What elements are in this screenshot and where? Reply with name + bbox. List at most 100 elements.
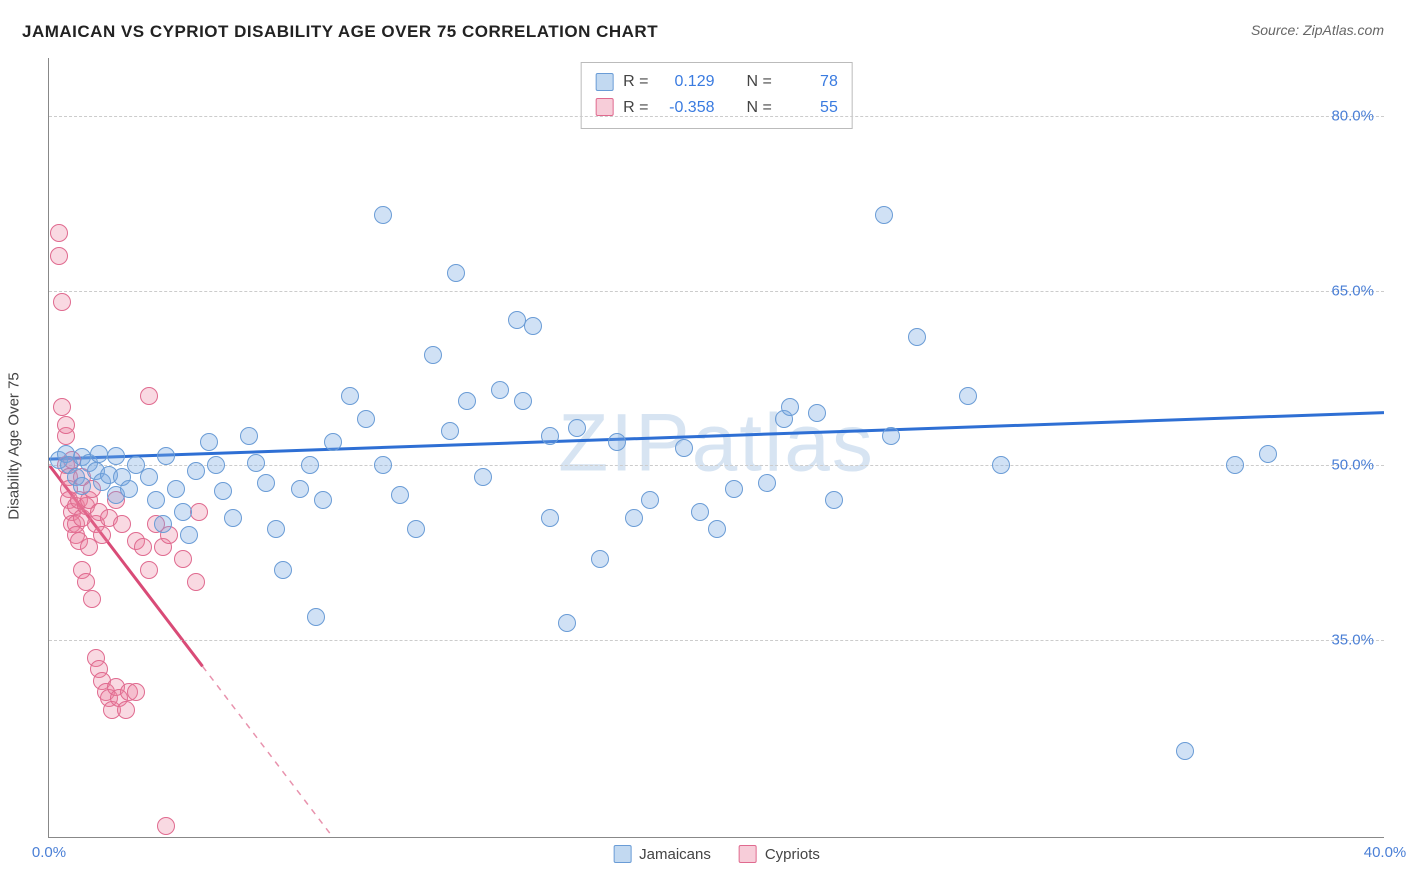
data-point-jamaicans: [591, 550, 609, 568]
data-point-jamaicans: [725, 480, 743, 498]
data-point-jamaicans: [959, 387, 977, 405]
data-point-jamaicans: [314, 491, 332, 509]
legend-label-jamaicans: Jamaicans: [639, 846, 711, 863]
data-point-jamaicans: [424, 346, 442, 364]
legend: Jamaicans Cypriots: [613, 845, 820, 863]
data-point-jamaicans: [1176, 742, 1194, 760]
chart-title: JAMAICAN VS CYPRIOT DISABILITY AGE OVER …: [22, 22, 658, 42]
data-point-jamaicans: [180, 526, 198, 544]
data-point-jamaicans: [808, 404, 826, 422]
r-value-jamaicans: 0.129: [659, 69, 715, 95]
data-point-cypriots: [93, 526, 111, 544]
data-point-cypriots: [83, 590, 101, 608]
data-point-jamaicans: [491, 381, 509, 399]
data-point-jamaicans: [187, 462, 205, 480]
n-label: N =: [747, 69, 772, 95]
x-tick-label: 40.0%: [1364, 844, 1406, 861]
n-value-jamaicans: 78: [782, 69, 838, 95]
data-point-jamaicans: [291, 480, 309, 498]
data-point-jamaicans: [407, 520, 425, 538]
data-point-jamaicans: [524, 317, 542, 335]
data-point-jamaicans: [758, 474, 776, 492]
data-point-jamaicans: [882, 427, 900, 445]
data-point-jamaicans: [458, 392, 476, 410]
data-point-jamaicans: [174, 503, 192, 521]
data-point-cypriots: [187, 573, 205, 591]
data-point-jamaicans: [391, 486, 409, 504]
data-point-jamaicans: [120, 480, 138, 498]
data-point-jamaicans: [374, 456, 392, 474]
data-point-jamaicans: [568, 419, 586, 437]
data-point-jamaicans: [307, 608, 325, 626]
data-point-jamaicans: [675, 439, 693, 457]
data-point-cypriots: [127, 683, 145, 701]
data-point-jamaicans: [240, 427, 258, 445]
legend-label-cypriots: Cypriots: [765, 846, 820, 863]
plot-area: ZIPatlas R = 0.129 N = 78 R = -0.358 N =…: [48, 58, 1384, 838]
y-axis-label: Disability Age Over 75: [6, 372, 23, 520]
data-point-cypriots: [53, 293, 71, 311]
data-point-jamaicans: [357, 410, 375, 428]
data-point-jamaicans: [341, 387, 359, 405]
data-point-jamaicans: [541, 509, 559, 527]
trend-lines: [49, 58, 1384, 837]
gridline: [49, 640, 1384, 641]
data-point-jamaicans: [1226, 456, 1244, 474]
data-point-jamaicans: [558, 614, 576, 632]
data-point-cypriots: [53, 398, 71, 416]
data-point-jamaicans: [274, 561, 292, 579]
data-point-jamaicans: [73, 477, 91, 495]
data-point-cypriots: [140, 561, 158, 579]
data-point-jamaicans: [708, 520, 726, 538]
data-point-jamaicans: [625, 509, 643, 527]
data-point-jamaicans: [541, 427, 559, 445]
data-point-cypriots: [117, 701, 135, 719]
source-credit: Source: ZipAtlas.com: [1251, 22, 1384, 38]
data-point-jamaicans: [214, 482, 232, 500]
y-tick-label: 35.0%: [1331, 632, 1374, 649]
data-point-cypriots: [174, 550, 192, 568]
data-point-cypriots: [113, 515, 131, 533]
data-point-jamaicans: [781, 398, 799, 416]
correlation-stats-box: R = 0.129 N = 78 R = -0.358 N = 55: [580, 62, 853, 129]
y-tick-label: 50.0%: [1331, 457, 1374, 474]
data-point-jamaicans: [200, 433, 218, 451]
watermark-text: ZIPatlas: [558, 396, 875, 490]
r-label: R =: [623, 69, 648, 95]
stat-row-jamaicans: R = 0.129 N = 78: [595, 69, 838, 95]
data-point-cypriots: [50, 224, 68, 242]
gridline: [49, 116, 1384, 117]
data-point-jamaicans: [207, 456, 225, 474]
legend-item-cypriots: Cypriots: [739, 845, 820, 863]
data-point-jamaicans: [474, 468, 492, 486]
data-point-jamaicans: [508, 311, 526, 329]
data-point-jamaicans: [374, 206, 392, 224]
legend-item-jamaicans: Jamaicans: [613, 845, 711, 863]
data-point-jamaicans: [691, 503, 709, 521]
swatch-cypriots-icon: [739, 845, 757, 863]
data-point-cypriots: [157, 817, 175, 835]
chart-container: JAMAICAN VS CYPRIOT DISABILITY AGE OVER …: [0, 0, 1406, 892]
data-point-jamaicans: [167, 480, 185, 498]
data-point-cypriots: [134, 538, 152, 556]
data-point-jamaicans: [825, 491, 843, 509]
data-point-jamaicans: [514, 392, 532, 410]
data-point-jamaicans: [324, 433, 342, 451]
data-point-cypriots: [77, 573, 95, 591]
data-point-jamaicans: [267, 520, 285, 538]
data-point-jamaicans: [441, 422, 459, 440]
swatch-cypriots-icon: [595, 98, 613, 116]
data-point-jamaicans: [140, 468, 158, 486]
data-point-jamaicans: [641, 491, 659, 509]
data-point-jamaicans: [301, 456, 319, 474]
data-point-cypriots: [50, 247, 68, 265]
data-point-jamaicans: [90, 445, 108, 463]
data-point-cypriots: [140, 387, 158, 405]
data-point-jamaicans: [608, 433, 626, 451]
data-point-cypriots: [57, 416, 75, 434]
y-tick-label: 65.0%: [1331, 282, 1374, 299]
y-tick-label: 80.0%: [1331, 108, 1374, 125]
data-point-jamaicans: [157, 447, 175, 465]
data-point-jamaicans: [875, 206, 893, 224]
data-point-jamaicans: [147, 491, 165, 509]
